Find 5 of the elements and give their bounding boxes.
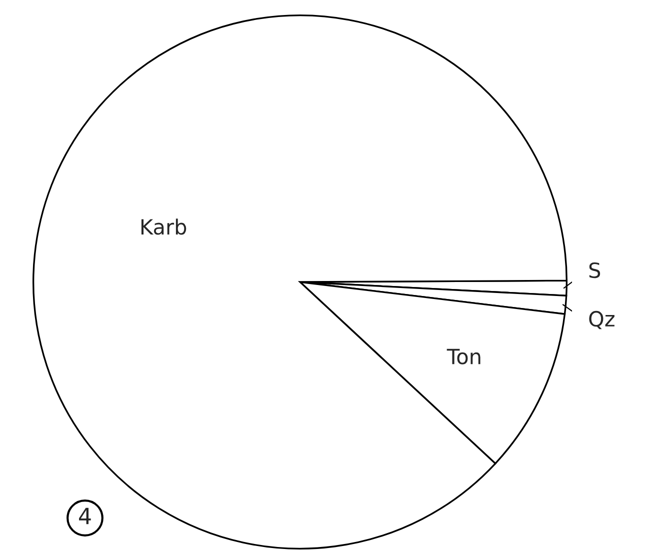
slice-label: S: [589, 262, 600, 278]
slice-label: Karb: [141, 218, 186, 235]
slice-label: Qz: [589, 310, 614, 330]
text: 4: [79, 508, 91, 524]
slice-label: Ton: [446, 348, 480, 364]
